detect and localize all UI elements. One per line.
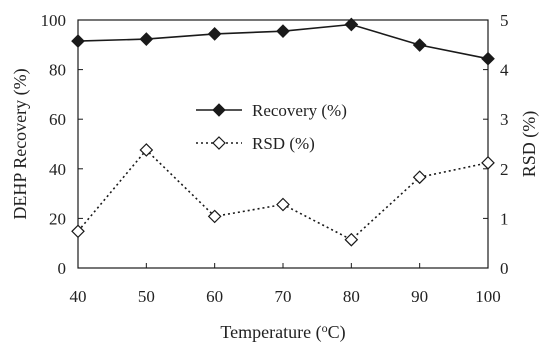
rsd-data-point	[412, 170, 427, 185]
left-y-tick-label: 0	[58, 259, 67, 278]
right-y-tick-label: 1	[500, 209, 509, 228]
x-tick-label: 60	[206, 287, 223, 306]
right-y-tick-label: 5	[500, 11, 509, 30]
x-tick-label: 70	[275, 287, 292, 306]
legend: Recovery (%) RSD (%)	[196, 101, 347, 153]
left-y-tick-label: 80	[49, 61, 66, 80]
rsd-data-point	[207, 209, 222, 224]
x-tick-label: 80	[343, 287, 360, 306]
left-y-tick-label: 20	[49, 209, 66, 228]
x-axis-title: Temperature (oC)	[220, 321, 345, 343]
rsd-data-point	[71, 224, 85, 239]
series-layer	[71, 17, 495, 247]
rsd-data-point	[139, 143, 154, 157]
left-y-tick-label: 60	[49, 110, 66, 129]
rsd-data-point	[481, 155, 495, 170]
x-tick-label: 40	[70, 287, 87, 306]
legend-label-recovery: Recovery (%)	[252, 101, 347, 120]
left-y-tick-label: 100	[41, 11, 67, 30]
recovery-data-point	[207, 27, 222, 41]
legend-marker-rsd	[212, 136, 226, 150]
x-tick-label: 100	[475, 287, 501, 306]
right-y-tick-label: 3	[500, 110, 509, 129]
recovery-data-point	[481, 51, 495, 66]
recovery-data-point	[139, 32, 154, 46]
right-y-tick-label: 0	[500, 259, 509, 278]
legend-label-rsd: RSD (%)	[252, 134, 315, 153]
x-axis-ticks: 40 50 60 70 80 90 100	[70, 263, 501, 306]
rsd-data-point	[344, 232, 359, 247]
right-y-axis-title: RSD (%)	[519, 111, 540, 178]
right-y-tick-label: 4	[500, 61, 509, 80]
left-y-axis-title: DEHP Recovery (%)	[10, 68, 31, 219]
series-line-rsd	[77, 148, 489, 241]
left-y-tick-label: 40	[49, 160, 66, 179]
recovery-data-point	[276, 24, 290, 39]
recovery-data-point	[344, 17, 359, 32]
recovery-data-point	[412, 38, 427, 52]
x-tick-label: 90	[411, 287, 428, 306]
x-tick-label: 50	[138, 287, 155, 306]
right-y-axis-ticks: 0 1 2 3 4 5	[483, 11, 509, 278]
rsd-data-point	[276, 197, 290, 212]
right-y-tick-label: 2	[500, 160, 509, 179]
legend-marker-recovery	[212, 103, 226, 117]
left-y-axis-ticks: 0 20 40 60 80 100	[41, 11, 83, 278]
recovery-data-point	[71, 34, 85, 48]
